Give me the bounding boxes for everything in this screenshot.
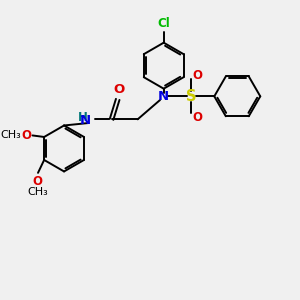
Text: CH₃: CH₃	[27, 187, 48, 197]
Text: H: H	[78, 111, 88, 124]
Text: O: O	[114, 83, 125, 96]
Text: N: N	[80, 114, 91, 128]
Text: O: O	[193, 111, 203, 124]
Text: O: O	[32, 175, 42, 188]
Text: Cl: Cl	[157, 17, 170, 30]
Text: S: S	[186, 89, 196, 104]
Text: O: O	[21, 129, 31, 142]
Text: N: N	[158, 90, 169, 103]
Text: O: O	[193, 69, 203, 82]
Text: CH₃: CH₃	[0, 130, 21, 140]
